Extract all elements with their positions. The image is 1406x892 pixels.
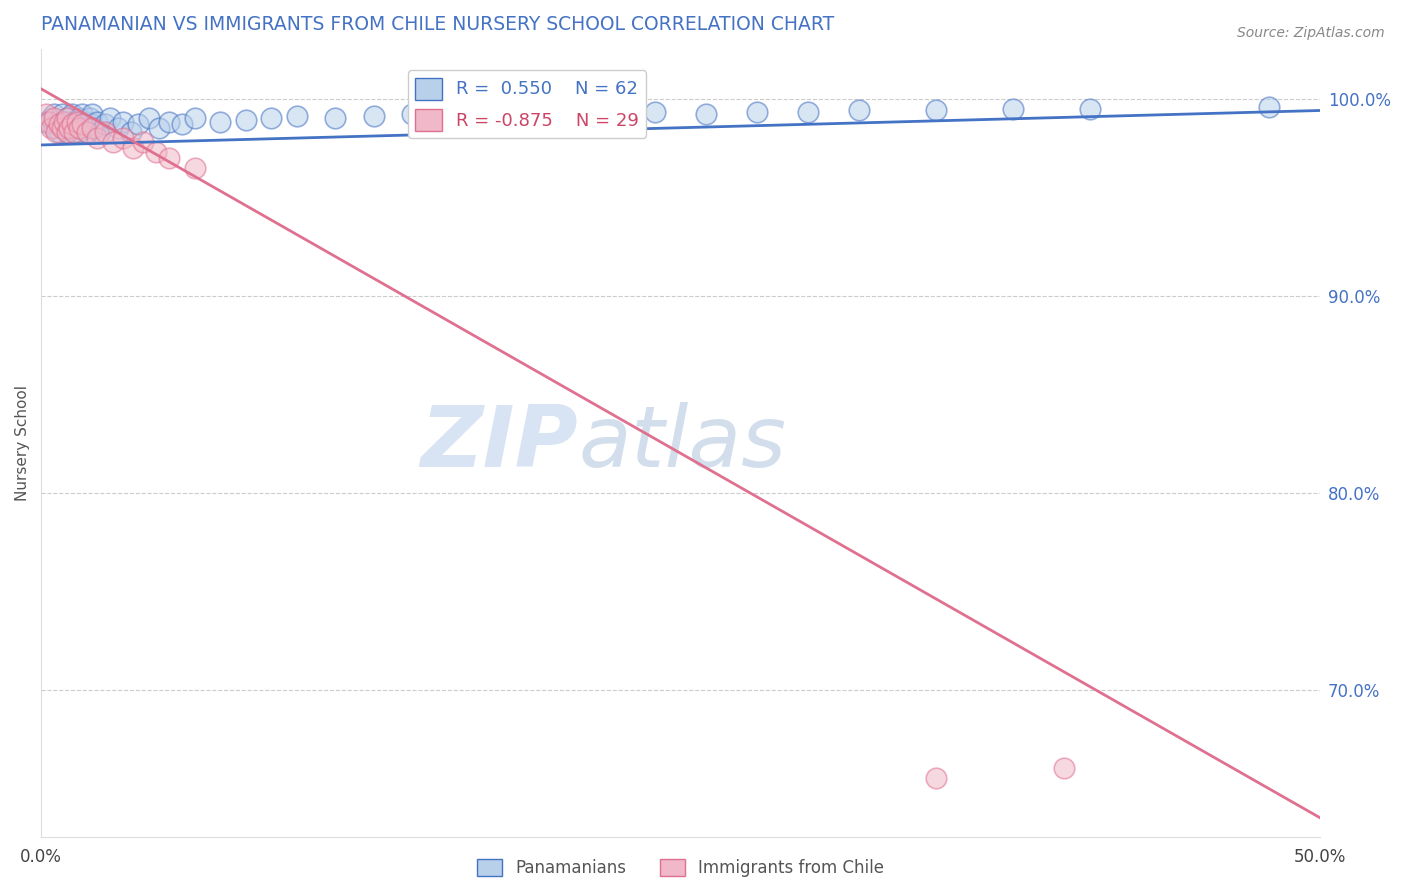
Text: Source: ZipAtlas.com: Source: ZipAtlas.com — [1237, 26, 1385, 40]
Point — [55, 125, 77, 139]
Point — [183, 112, 205, 126]
Text: atlas: atlas — [578, 402, 786, 485]
Point — [79, 112, 101, 126]
Point — [592, 107, 614, 121]
Point — [101, 135, 124, 149]
Point — [401, 107, 423, 121]
Point — [82, 107, 104, 121]
Point — [42, 121, 65, 136]
Point — [60, 117, 83, 131]
Point — [644, 105, 666, 120]
Point — [797, 105, 820, 120]
Point — [41, 112, 63, 126]
Point — [363, 110, 385, 124]
Point — [83, 121, 105, 136]
Point — [53, 115, 76, 129]
Point — [1001, 102, 1024, 116]
Point — [58, 121, 80, 136]
Point — [51, 121, 73, 136]
Point — [148, 121, 170, 136]
Point — [503, 107, 526, 121]
Point — [69, 121, 91, 136]
Point — [58, 121, 80, 136]
Point — [86, 131, 108, 145]
Point — [66, 121, 89, 136]
Point — [76, 115, 98, 129]
Point — [48, 117, 70, 131]
Point — [209, 115, 232, 129]
Point — [157, 115, 180, 129]
Point — [111, 131, 134, 145]
Point — [38, 115, 60, 129]
Point — [55, 125, 77, 139]
Point — [1078, 102, 1101, 116]
Point — [848, 103, 870, 118]
Point — [51, 115, 73, 129]
Point — [45, 125, 67, 139]
Point — [48, 125, 70, 139]
Point — [120, 125, 142, 139]
Text: ZIP: ZIP — [420, 402, 578, 485]
Point — [63, 125, 86, 139]
Point — [451, 110, 474, 124]
Point — [695, 107, 717, 121]
Point — [66, 115, 89, 129]
Point — [323, 112, 346, 126]
Point — [60, 107, 83, 121]
Point — [122, 141, 145, 155]
Point — [132, 135, 155, 149]
Point — [42, 107, 65, 121]
Point — [82, 117, 104, 131]
Point — [138, 112, 160, 126]
Point — [94, 125, 117, 139]
Point — [157, 151, 180, 165]
Point — [70, 117, 93, 131]
Point — [1257, 99, 1279, 113]
Point — [145, 145, 167, 159]
Point — [55, 112, 77, 126]
Point — [1053, 761, 1076, 775]
Point — [94, 117, 117, 131]
Point — [45, 117, 67, 131]
Point — [107, 121, 129, 136]
Point — [260, 112, 283, 126]
Point — [42, 112, 65, 126]
Point — [63, 125, 86, 139]
Point — [82, 121, 104, 136]
Point — [183, 161, 205, 175]
Point — [76, 125, 98, 139]
Point — [925, 103, 948, 118]
Point — [69, 125, 91, 139]
Point — [235, 113, 257, 128]
Point — [98, 112, 121, 126]
Point — [76, 125, 98, 139]
Point — [86, 115, 108, 129]
Point — [127, 117, 149, 131]
Text: PANAMANIAN VS IMMIGRANTS FROM CHILE NURSERY SCHOOL CORRELATION CHART: PANAMANIAN VS IMMIGRANTS FROM CHILE NURS… — [41, 15, 834, 34]
Point — [35, 115, 58, 129]
Point — [285, 110, 308, 124]
Point — [51, 107, 73, 121]
Point — [170, 117, 193, 131]
Y-axis label: Nursery School: Nursery School — [15, 385, 30, 501]
Point — [69, 112, 91, 126]
Point — [60, 117, 83, 131]
Point — [55, 112, 77, 126]
Point — [63, 115, 86, 129]
Point — [745, 105, 768, 120]
Legend: Panamanians, Immigrants from Chile: Panamanians, Immigrants from Chile — [470, 853, 890, 884]
Point — [70, 107, 93, 121]
Point — [35, 107, 58, 121]
Point — [925, 771, 948, 785]
Point — [41, 121, 63, 136]
Point — [55, 115, 77, 129]
Point — [53, 121, 76, 136]
Point — [73, 121, 96, 136]
Point — [89, 125, 111, 139]
Point — [111, 115, 134, 129]
Point — [541, 110, 564, 124]
Point — [70, 117, 93, 131]
